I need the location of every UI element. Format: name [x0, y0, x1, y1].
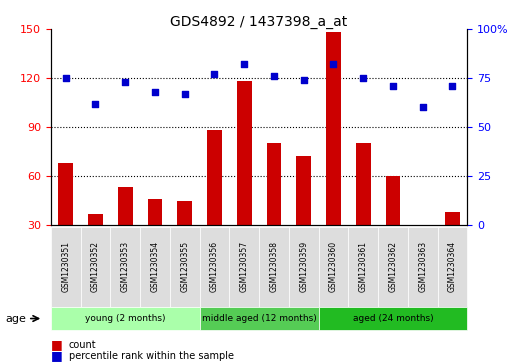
Text: GSM1230353: GSM1230353 — [121, 241, 130, 292]
Text: GDS4892 / 1437398_a_at: GDS4892 / 1437398_a_at — [171, 15, 347, 29]
Point — [329, 61, 337, 67]
Text: GSM1230359: GSM1230359 — [299, 241, 308, 292]
Text: young (2 months): young (2 months) — [85, 314, 166, 323]
Bar — [237, 81, 251, 274]
Bar — [88, 213, 103, 274]
Bar — [58, 163, 73, 274]
Text: GSM1230358: GSM1230358 — [269, 241, 278, 292]
Point — [210, 71, 218, 77]
Bar — [118, 187, 133, 274]
Text: GSM1230352: GSM1230352 — [91, 241, 100, 292]
Text: GSM1230356: GSM1230356 — [210, 241, 219, 292]
Text: aged (24 months): aged (24 months) — [353, 314, 433, 323]
Point — [121, 79, 129, 85]
Point — [449, 83, 457, 89]
Text: GSM1230357: GSM1230357 — [240, 241, 249, 292]
Text: middle aged (12 months): middle aged (12 months) — [202, 314, 316, 323]
Text: percentile rank within the sample: percentile rank within the sample — [69, 351, 234, 361]
Bar — [415, 266, 430, 274]
Bar — [147, 199, 163, 274]
Text: GSM1230362: GSM1230362 — [389, 241, 397, 292]
Text: count: count — [69, 340, 96, 350]
Bar — [326, 32, 341, 274]
Point — [389, 83, 397, 89]
Text: GSM1230364: GSM1230364 — [448, 241, 457, 292]
Point — [419, 105, 427, 110]
Bar — [267, 143, 281, 274]
Text: GSM1230355: GSM1230355 — [180, 241, 189, 292]
Bar — [177, 200, 192, 274]
Bar — [296, 156, 311, 274]
Point — [91, 101, 100, 106]
Text: GSM1230363: GSM1230363 — [418, 241, 427, 292]
Bar — [356, 143, 371, 274]
Bar — [386, 176, 400, 274]
Point — [151, 89, 159, 95]
Point — [61, 75, 70, 81]
Text: GSM1230361: GSM1230361 — [359, 241, 368, 292]
Point — [300, 77, 308, 83]
Point — [181, 91, 189, 97]
Text: ■: ■ — [51, 349, 62, 362]
Text: GSM1230351: GSM1230351 — [61, 241, 70, 292]
Text: age: age — [5, 314, 26, 323]
Point — [240, 61, 248, 67]
Point — [359, 75, 367, 81]
Text: GSM1230360: GSM1230360 — [329, 241, 338, 292]
Point — [270, 73, 278, 79]
Bar — [207, 130, 222, 274]
Text: ■: ■ — [51, 338, 62, 351]
Text: GSM1230354: GSM1230354 — [150, 241, 160, 292]
Bar — [445, 212, 460, 274]
